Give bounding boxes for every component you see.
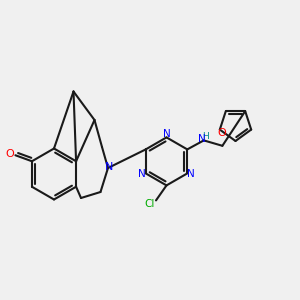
Text: H: H [202,132,209,141]
Text: O: O [217,128,226,138]
Text: N: N [138,169,146,179]
Text: N: N [187,169,195,179]
Text: N: N [163,129,170,139]
Text: O: O [6,149,14,159]
Text: N: N [198,134,206,144]
Text: Cl: Cl [145,199,155,209]
Text: N: N [105,161,114,172]
